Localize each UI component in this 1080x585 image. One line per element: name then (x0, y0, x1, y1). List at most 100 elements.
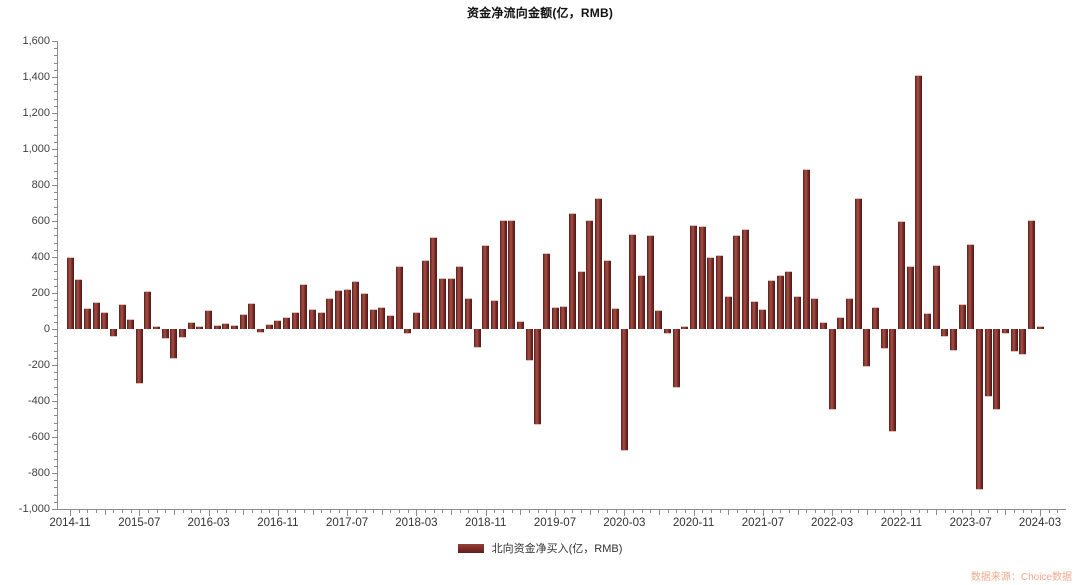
y-axis-minor-tick (54, 408, 57, 410)
x-axis-tick (104, 510, 106, 515)
bar (750, 301, 758, 329)
bar (456, 266, 464, 329)
y-axis-minor-tick (54, 55, 57, 57)
x-axis-label: 2015-07 (118, 517, 161, 529)
bar (326, 298, 334, 329)
x-axis-tick (96, 510, 97, 513)
bar (213, 325, 221, 329)
bar (239, 313, 247, 329)
x-axis-tick (433, 510, 435, 513)
bar (75, 278, 83, 329)
x-axis-tick (416, 510, 418, 516)
y-axis-minor-tick (54, 422, 57, 424)
x-axis-tick (936, 510, 938, 515)
x-axis-tick (823, 510, 825, 513)
bar (1027, 220, 1035, 329)
y-axis-minor-tick (54, 163, 57, 165)
x-axis-tick (849, 510, 851, 513)
y-axis-minor-tick (54, 501, 57, 503)
bar (83, 308, 91, 329)
x-axis-tick (511, 510, 513, 513)
bar (248, 302, 256, 329)
x-axis-tick (589, 510, 591, 515)
bar (776, 275, 784, 329)
x-axis-tick (260, 510, 262, 513)
bar (118, 303, 126, 329)
bar (161, 329, 169, 339)
x-axis-tick (901, 510, 903, 516)
x-axis-tick (191, 510, 193, 513)
x-axis-label: 2023-07 (949, 517, 992, 529)
y-axis-label: -800 (27, 467, 50, 479)
x-axis-tick (762, 510, 764, 516)
bar (923, 312, 931, 329)
bar (352, 281, 360, 329)
x-axis-tick (485, 510, 487, 516)
bar (690, 224, 698, 329)
bar (1036, 326, 1044, 329)
x-axis-tick (165, 510, 167, 513)
y-axis-major-tick (52, 293, 57, 294)
bar (915, 75, 923, 329)
bar (742, 229, 749, 329)
x-axis-tick (632, 510, 634, 513)
bar (932, 265, 940, 329)
x-axis-tick (814, 510, 816, 513)
x-axis-label: 2016-11 (257, 517, 299, 529)
x-axis-tick (139, 510, 141, 516)
x-axis-tick (503, 510, 504, 513)
x-axis-tick (650, 510, 652, 513)
bar (594, 197, 602, 329)
x-axis-tick (156, 510, 158, 513)
y-axis-minor-tick (54, 235, 57, 237)
x-axis-tick (927, 510, 929, 513)
x-axis-tick (780, 510, 782, 513)
bar (170, 329, 178, 359)
x-axis-tick (996, 510, 998, 513)
y-axis-minor-tick (54, 314, 57, 316)
x-axis-tick (390, 510, 392, 513)
x-axis-tick (286, 510, 288, 513)
bar (309, 309, 316, 329)
bar (646, 234, 654, 329)
bar (335, 290, 342, 329)
bar (499, 220, 507, 329)
y-axis-label: 1,200 (22, 107, 50, 119)
bar (846, 298, 853, 329)
bar (257, 329, 264, 333)
y-axis-minor-tick (54, 84, 57, 86)
bar (153, 326, 161, 329)
y-axis-major-tick (52, 77, 57, 78)
y-axis-line (57, 41, 58, 510)
bar (724, 295, 732, 329)
x-axis-tick (962, 510, 964, 513)
bar (681, 326, 689, 329)
bar (655, 310, 663, 329)
bar (811, 298, 819, 329)
bar (421, 259, 429, 329)
x-axis-tick (529, 510, 530, 513)
x-axis-tick (295, 510, 297, 513)
y-axis-minor-tick (54, 429, 57, 431)
y-axis-label: 1,400 (22, 71, 50, 83)
y-axis-minor-tick (54, 120, 57, 122)
y-axis-minor-tick (54, 156, 57, 158)
bar (941, 329, 949, 338)
bar (464, 297, 472, 329)
y-axis-minor-tick (54, 300, 57, 302)
y-axis-minor-tick (54, 141, 57, 143)
bar (222, 322, 230, 329)
y-axis-minor-tick (54, 213, 57, 215)
x-axis-tick (710, 510, 712, 513)
x-axis-label: 2020-11 (672, 517, 715, 529)
x-axis-tick (355, 510, 357, 513)
bar (109, 329, 117, 338)
bar (698, 226, 706, 329)
x-axis-tick (208, 510, 210, 516)
x-axis-tick (970, 510, 972, 516)
x-axis-tick (607, 510, 608, 513)
y-axis-minor-tick (54, 343, 57, 345)
bar (603, 259, 611, 329)
x-axis-tick (581, 510, 582, 513)
bar (447, 277, 455, 329)
